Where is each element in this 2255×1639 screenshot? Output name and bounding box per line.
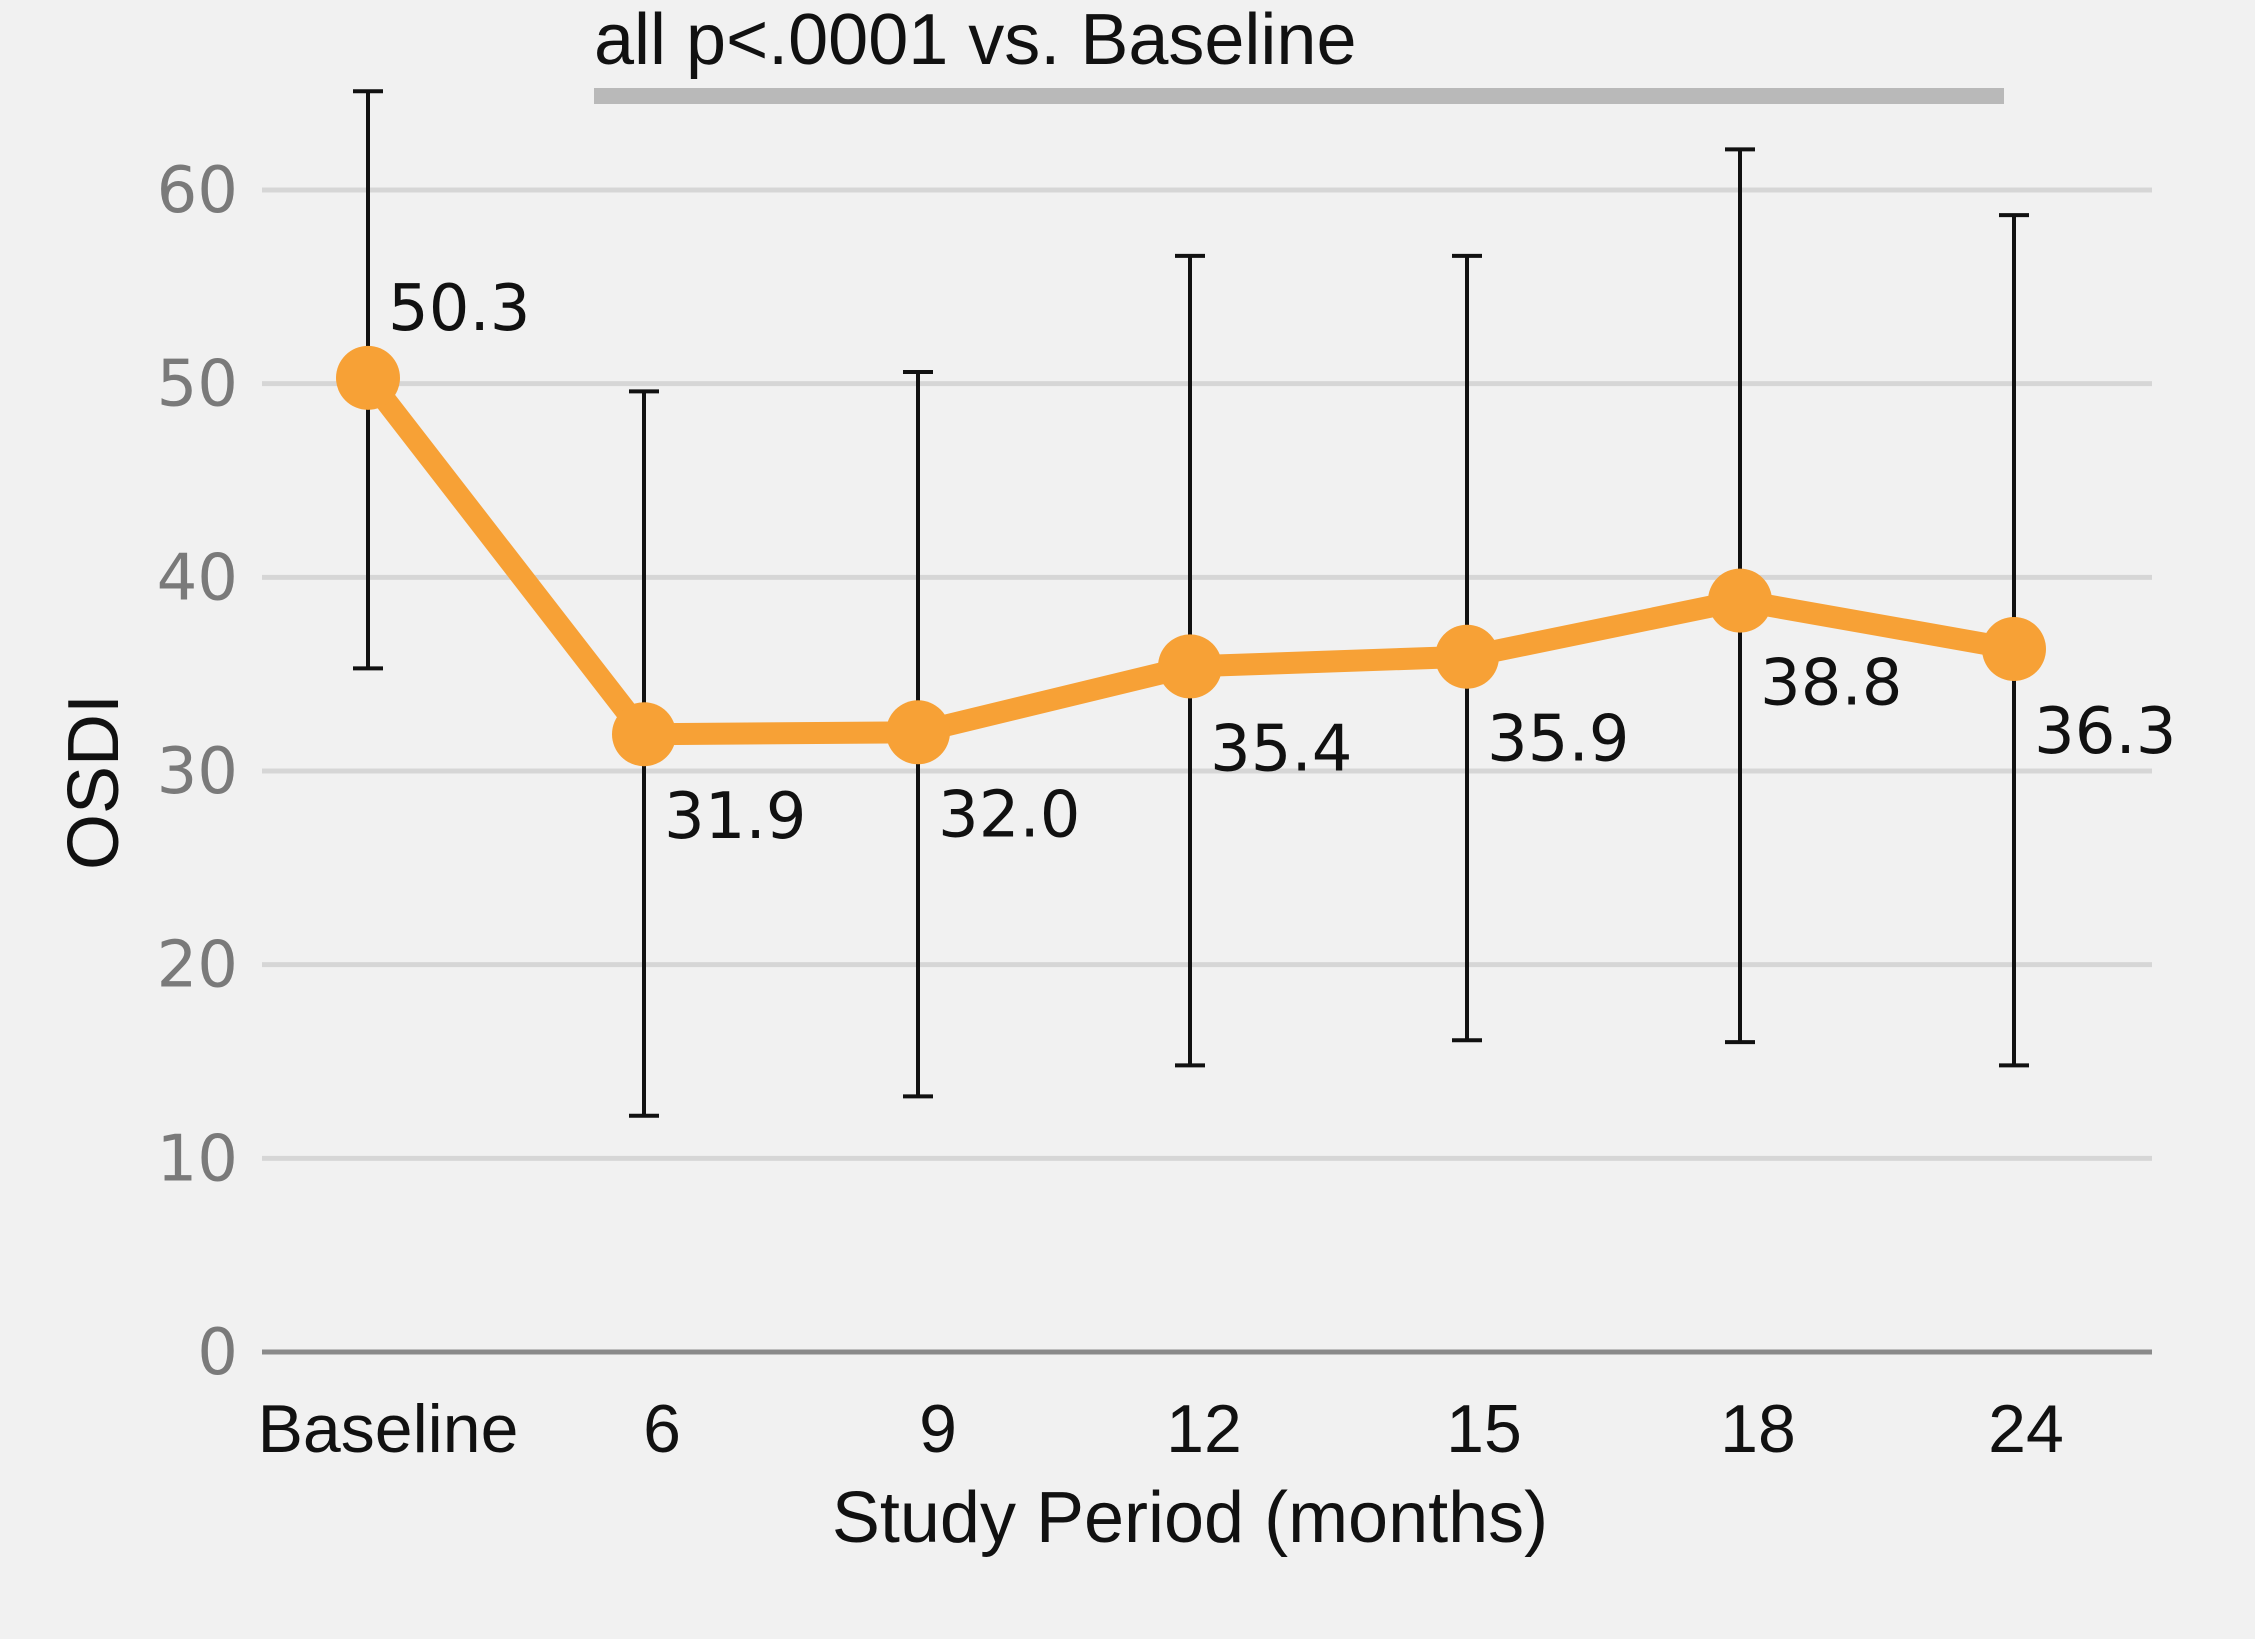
x-tick-label-9: 9 xyxy=(919,1391,957,1467)
data-label-12: 35.4 xyxy=(1210,712,1353,786)
significance-annotation: all p<.0001 vs. Baseline xyxy=(594,0,2004,104)
y-tick-label-10: 10 xyxy=(157,1122,238,1196)
data-label-9: 32.0 xyxy=(938,778,1081,852)
x-axis-title: Study Period (months) xyxy=(832,1478,1548,1558)
y-tick-label-20: 20 xyxy=(157,929,238,1003)
x-tick-label-12: 12 xyxy=(1166,1391,1242,1467)
x-tick-label-18: 18 xyxy=(1720,1391,1796,1467)
x-axis-tick-labels: Baseline 6 9 12 15 18 24 xyxy=(258,1391,2064,1467)
data-point-12 xyxy=(1158,634,1222,699)
y-tick-label-60: 60 xyxy=(157,154,238,228)
data-point-6 xyxy=(612,702,676,767)
data-points xyxy=(336,345,2046,767)
data-labels: 50.3 31.9 32.0 35.4 35.9 38.8 36.3 xyxy=(388,272,2177,854)
data-point-24 xyxy=(1982,616,2046,681)
x-tick-label-24: 24 xyxy=(1988,1391,2064,1467)
data-point-baseline xyxy=(336,345,400,410)
data-point-18 xyxy=(1708,568,1772,633)
data-label-6: 31.9 xyxy=(664,780,807,854)
data-point-15 xyxy=(1435,624,1499,689)
data-point-9 xyxy=(886,700,950,765)
y-tick-label-50: 50 xyxy=(157,348,238,422)
gridlines xyxy=(262,187,2152,1161)
y-axis-tick-labels: 0 10 20 30 40 50 60 xyxy=(157,154,238,1390)
y-tick-label-40: 40 xyxy=(157,541,238,615)
y-axis-title: OSDI xyxy=(54,694,134,870)
x-tick-label-6: 6 xyxy=(643,1391,681,1467)
annotation-text: all p<.0001 vs. Baseline xyxy=(594,0,1357,80)
x-tick-label-baseline: Baseline xyxy=(258,1391,519,1467)
x-tick-label-15: 15 xyxy=(1446,1391,1522,1467)
data-label-24: 36.3 xyxy=(2034,695,2177,769)
y-tick-label-0: 0 xyxy=(197,1316,238,1390)
annotation-bar xyxy=(594,88,2004,104)
data-label-15: 35.9 xyxy=(1487,703,1630,777)
data-label-baseline: 50.3 xyxy=(388,272,531,346)
y-tick-label-30: 30 xyxy=(157,735,238,809)
data-label-18: 38.8 xyxy=(1760,647,1903,721)
